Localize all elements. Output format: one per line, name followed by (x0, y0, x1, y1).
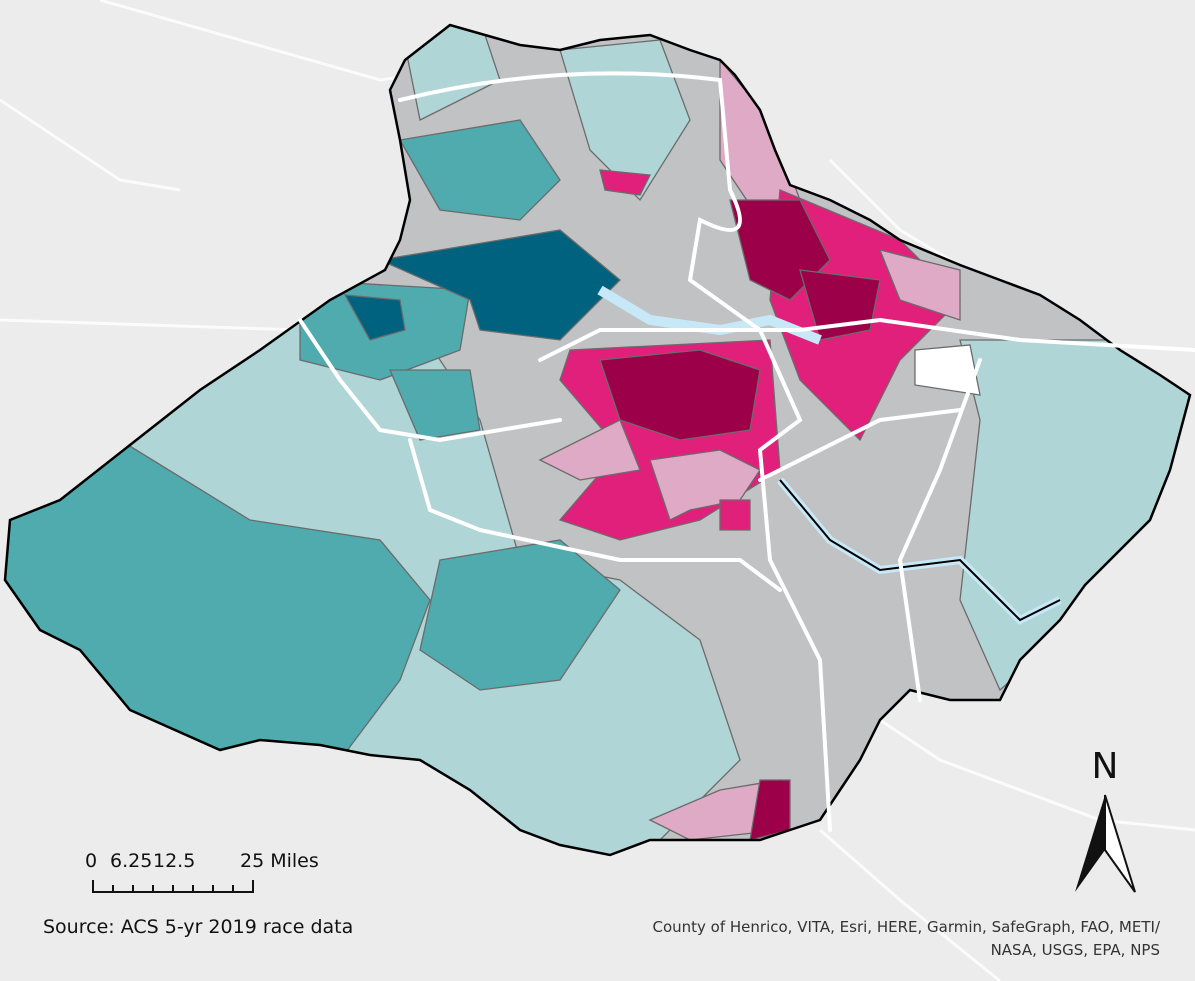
tract (559, 39, 691, 202)
scale-label: 6.25 (110, 850, 152, 872)
tract (343, 294, 406, 341)
tract (719, 499, 751, 531)
tract (377, 229, 621, 341)
attribution: NASA, USGS, EPA, NPS (991, 941, 1160, 959)
tract (878, 249, 961, 321)
scale-label: 0 (85, 850, 97, 872)
tract (599, 169, 652, 196)
tract (538, 419, 641, 481)
tract (389, 369, 481, 441)
attribution: County of Henrico, VITA, Esri, HERE, Gar… (652, 918, 1160, 936)
north-arrow: N (1075, 746, 1136, 893)
highways (298, 71, 1195, 832)
north-label: N (1092, 746, 1119, 787)
tract (914, 344, 981, 396)
tract (419, 539, 621, 691)
scale-label: 12.5 (153, 850, 195, 872)
source-note: Source: ACS 5-yr 2019 race data (43, 916, 353, 938)
scale-bar: 0 6.25 12.5 25 Miles (85, 850, 319, 893)
scale-label: 25 Miles (240, 850, 319, 872)
tract (398, 119, 561, 221)
